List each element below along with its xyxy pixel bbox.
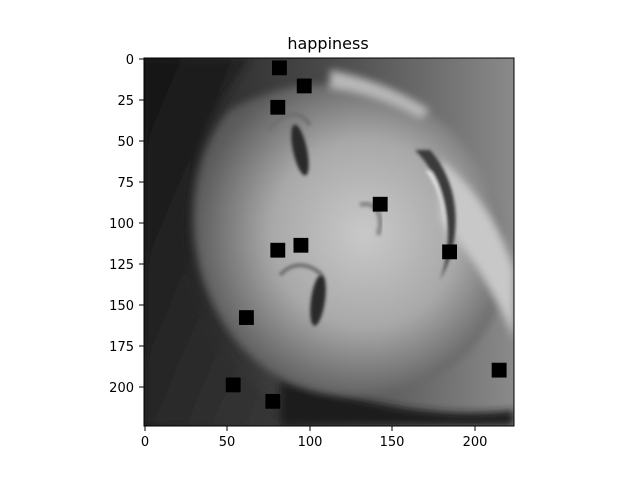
x-tick-label: 0	[141, 435, 149, 450]
plot-title: happiness	[287, 34, 368, 53]
axes-frame	[143, 57, 515, 427]
occlusion-patch	[491, 362, 507, 378]
y-tick-label: 0	[126, 53, 134, 68]
y-tick-label: 25	[117, 94, 134, 109]
occlusion-patches	[225, 60, 507, 409]
y-tick-label: 50	[117, 135, 134, 150]
x-tick-label: 200	[463, 435, 488, 450]
occlusion-patch	[270, 242, 286, 258]
occlusion-patch	[238, 310, 254, 325]
occlusion-patch	[265, 393, 281, 409]
x-tick-label: 150	[380, 435, 405, 450]
y-tick-label: 100	[109, 217, 134, 232]
y-tick-label: 125	[109, 258, 134, 273]
occlusion-patch	[225, 377, 241, 393]
x-tick-label: 50	[219, 435, 236, 450]
y-tick-label: 175	[109, 340, 134, 355]
x-tick-label: 100	[298, 435, 323, 450]
occlusion-patch	[442, 244, 458, 260]
y-axis: 0 25 50 75 100 125 150 175 200	[109, 53, 144, 396]
face-image	[144, 58, 514, 426]
y-tick-label: 200	[109, 381, 134, 396]
occlusion-patch	[272, 60, 287, 76]
occlusion-patch	[372, 196, 388, 212]
occlusion-patch	[270, 99, 286, 115]
y-tick-label: 150	[109, 299, 134, 314]
occlusion-patch	[296, 78, 312, 94]
occlusion-patch	[293, 237, 309, 253]
x-axis: 0 50 100 150 200	[141, 426, 488, 450]
y-tick-label: 75	[117, 176, 134, 191]
